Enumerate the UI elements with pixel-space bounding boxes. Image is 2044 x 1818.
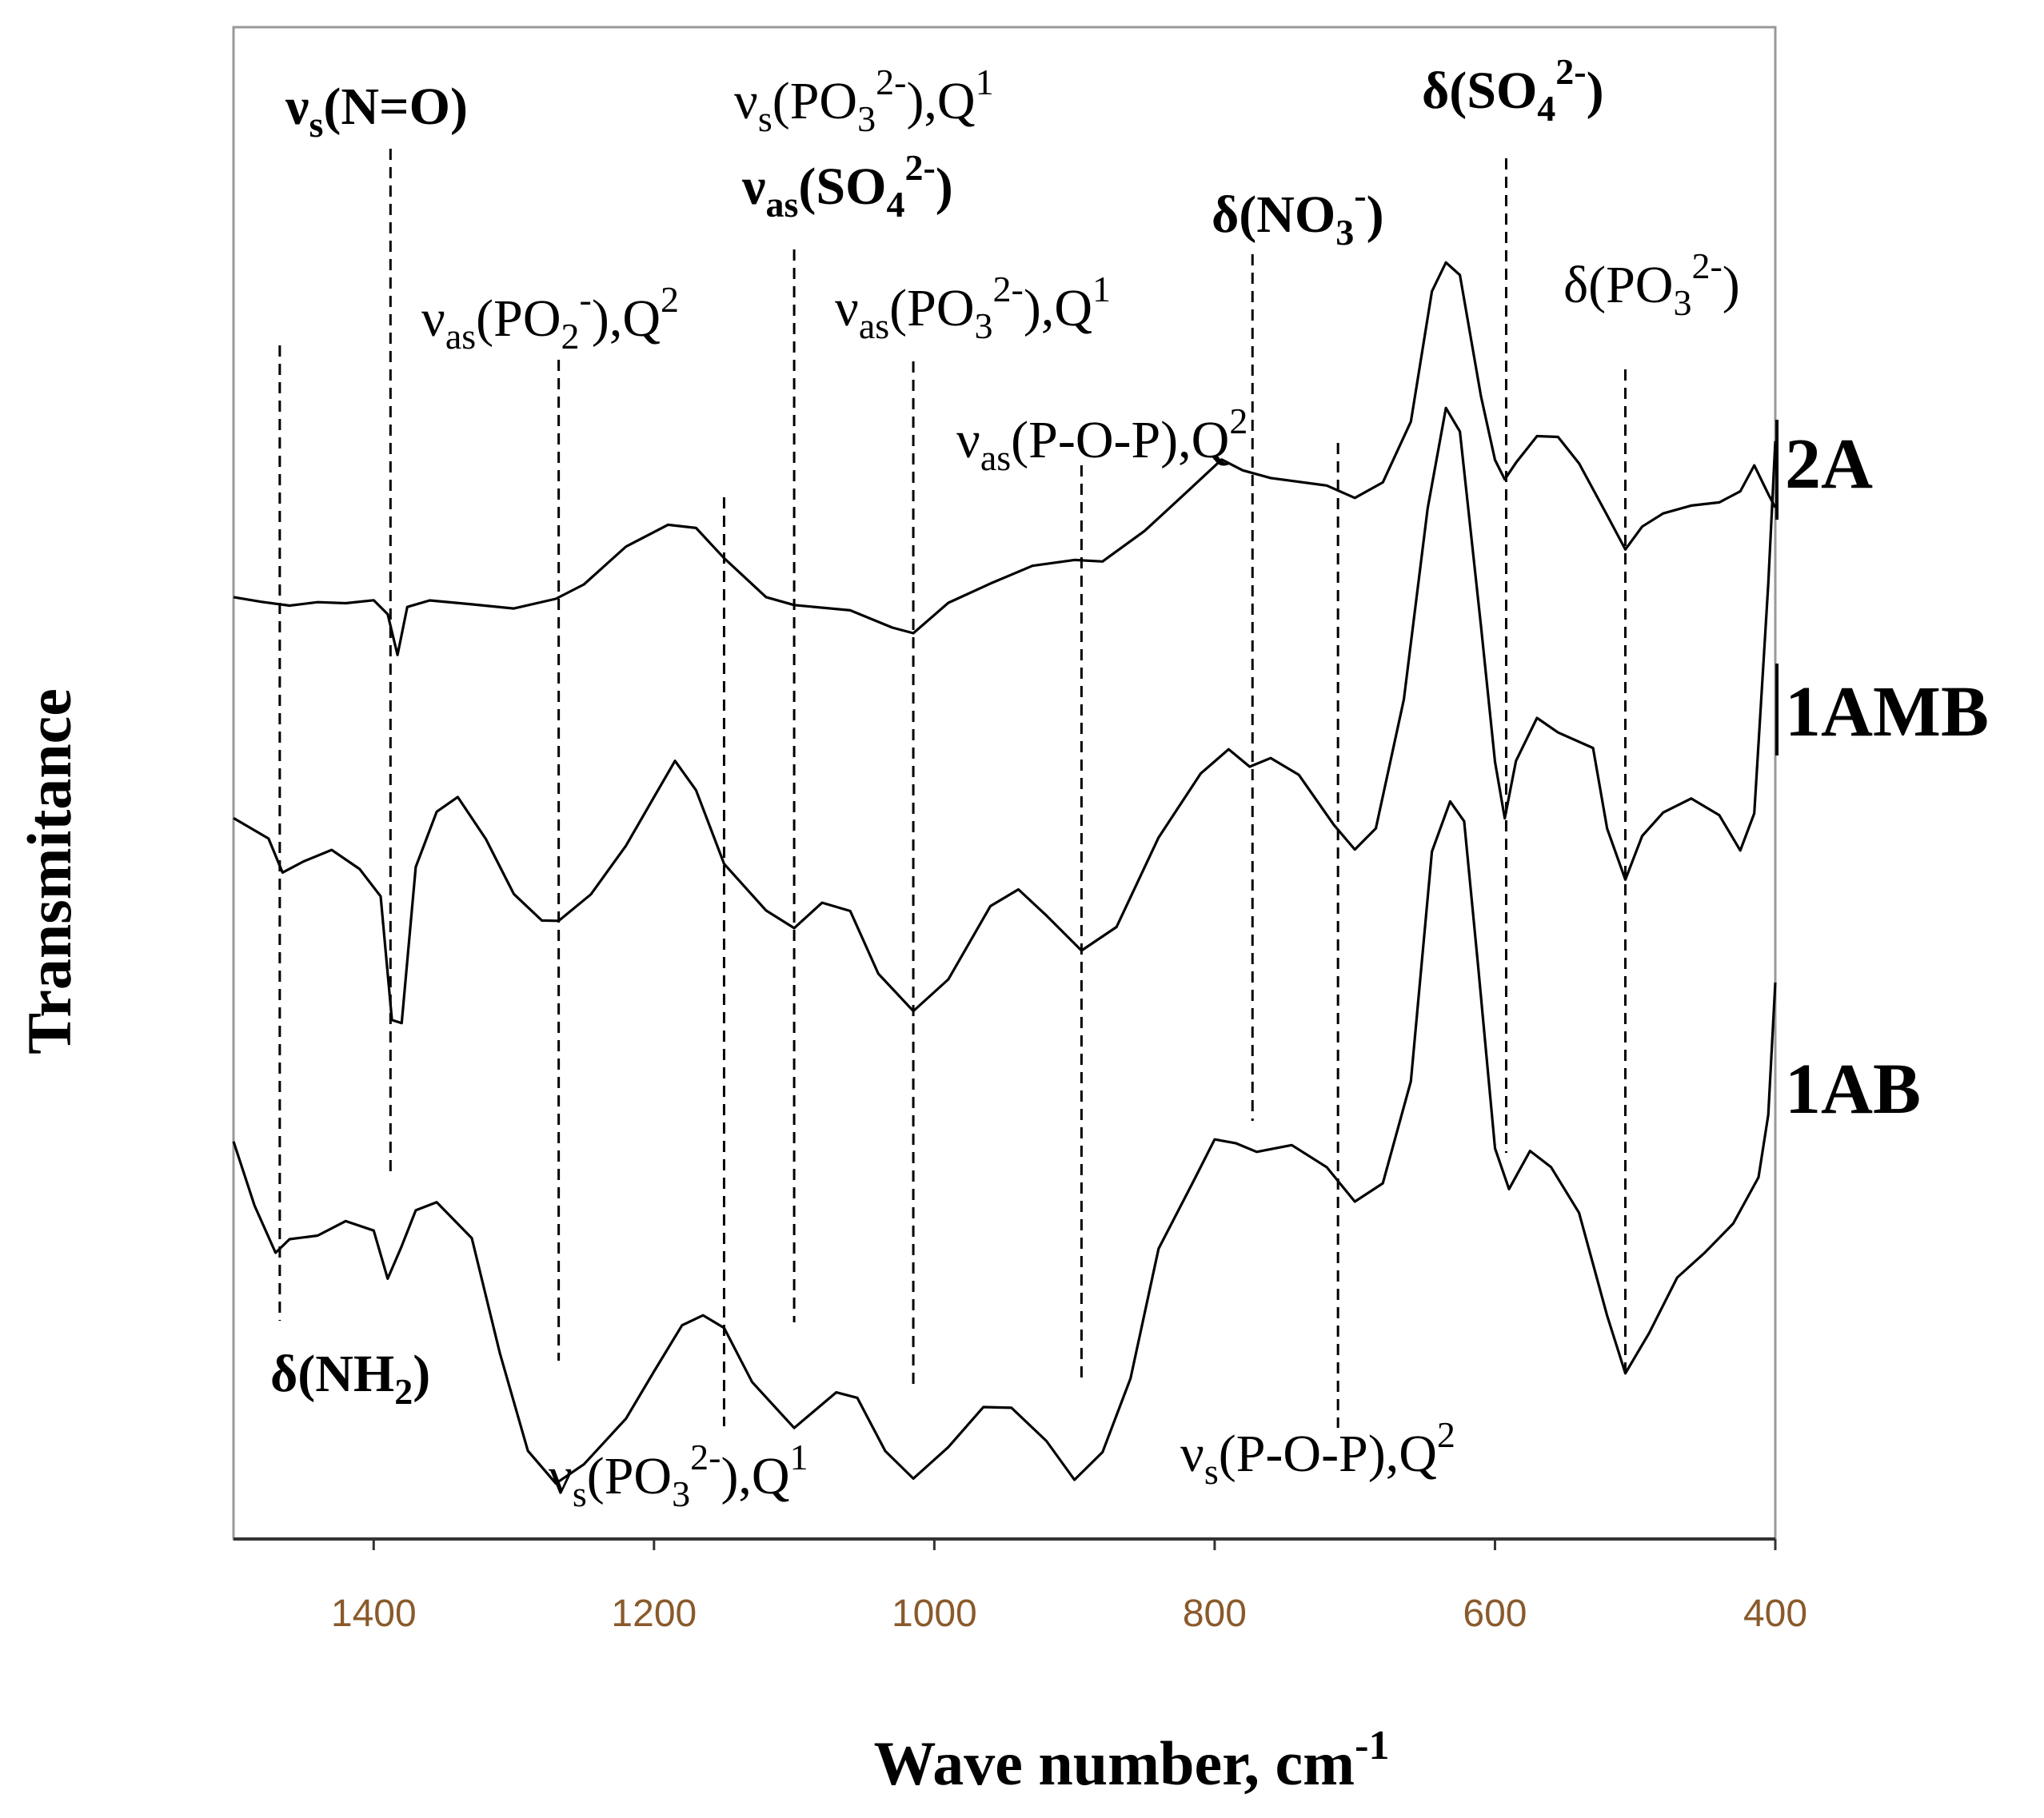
x-tick-label: 1400 xyxy=(331,1593,417,1635)
peak-annotation: νas(P-O-P),Q2 xyxy=(956,401,1248,478)
x-tick-label: 400 xyxy=(1743,1593,1807,1635)
peak-annotation: δ(NO3-) xyxy=(1212,175,1384,253)
series-line-1ab xyxy=(232,799,1777,1485)
peak-annotation: νs(P-O-P),Q2 xyxy=(1180,1414,1455,1492)
x-tick-label: 800 xyxy=(1183,1593,1247,1635)
plot-border xyxy=(232,26,1777,1541)
y-axis-title: Transmitance xyxy=(14,688,84,1055)
series-labels: 2A 1AMB 1AB xyxy=(1775,420,1989,1129)
plot-frame xyxy=(232,26,1777,1541)
series-line-1amb xyxy=(233,406,1777,1025)
x-tick-label: 600 xyxy=(1463,1593,1527,1635)
peak-annotation: νas(SO42-) xyxy=(741,147,953,225)
peak-annotation: δ(NH2) xyxy=(270,1345,430,1412)
peak-annotation: νas(PO32-),Q1 xyxy=(835,269,1111,346)
peak-annotation: νs(N=O) xyxy=(285,78,468,145)
peak-annotation: νs(PO32-),Q1 xyxy=(549,1437,808,1514)
series-line-2a xyxy=(233,261,1777,656)
series-lines xyxy=(232,261,1777,1485)
peak-annotations: νs(N=O) νs(PO32-),Q1 νas(SO42-) δ(SO42-) δ(N… xyxy=(270,51,1740,1514)
peak-annotation: δ(SO42-) xyxy=(1422,51,1604,129)
x-tick-label: 1000 xyxy=(892,1593,977,1635)
series-label-1amb: 1AMB xyxy=(1785,672,1989,752)
series-label-2a: 2A xyxy=(1785,425,1873,504)
peak-annotation: νas(PO2-),Q2 xyxy=(421,279,679,357)
x-tick-label: 1200 xyxy=(611,1593,697,1635)
x-axis-title: Wave number, cm-1 xyxy=(874,1723,1390,1798)
x-axis-ticks: 1400 1200 1000 800 600 400 xyxy=(331,1539,1807,1635)
peak-annotation: νs(PO32-),Q1 xyxy=(734,62,994,139)
series-label-1ab: 1AB xyxy=(1785,1050,1921,1129)
peak-annotation: δ(PO32-) xyxy=(1563,245,1740,323)
